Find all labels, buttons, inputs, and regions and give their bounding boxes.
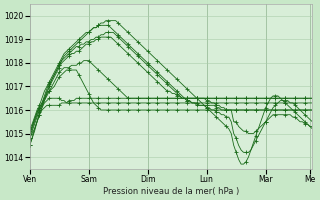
X-axis label: Pression niveau de la mer( hPa ): Pression niveau de la mer( hPa ) xyxy=(103,187,239,196)
